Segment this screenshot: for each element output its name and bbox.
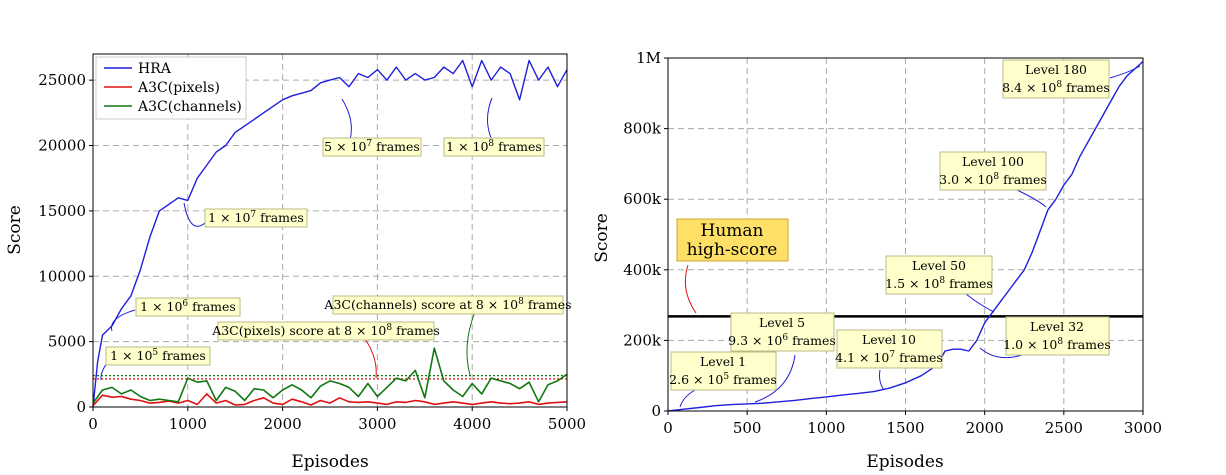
series-line-a3c-channels — [92, 347, 568, 404]
ann-level-50: Level 50 1.5 × 108 frames — [885, 255, 993, 295]
series-line-hra-score — [667, 60, 1144, 412]
svg-text:1.5 × 108 frames: 1.5 × 108 frames — [885, 276, 993, 291]
arrow-level-180 — [1109, 65, 1141, 79]
svg-text:5 × 107 frames: 5 × 107 frames — [324, 139, 420, 154]
x-tick-label: 1500 — [886, 419, 924, 437]
arrow-level-1 — [679, 389, 696, 408]
human-high-score-label: Human high-score — [676, 218, 789, 262]
ann-level-32: Level 32 1.0 × 108 frames — [1003, 316, 1111, 356]
right-y-axis-label: Score — [592, 213, 612, 263]
y-tick-label: 0 — [76, 398, 86, 416]
svg-text:2.6 × 105 frames: 2.6 × 105 frames — [669, 372, 777, 387]
svg-text:1 × 105 frames: 1 × 105 frames — [110, 348, 206, 363]
ann-1e7: 1 × 107 frames — [204, 208, 308, 228]
arrow-a3c-pixels — [364, 338, 377, 379]
arrow-5e7 — [341, 98, 352, 141]
svg-text:8.4 × 108 frames: 8.4 × 108 frames — [1002, 80, 1110, 95]
series-line-hra — [92, 59, 568, 408]
svg-text:3.0 × 108 frames: 3.0 × 108 frames — [939, 172, 1047, 187]
y-tick-label: 1M — [636, 49, 661, 67]
y-tick-label: 400k — [623, 261, 662, 279]
svg-text:Level 50: Level 50 — [912, 258, 966, 273]
svg-text:9.3 × 106 frames: 9.3 × 106 frames — [728, 333, 836, 348]
arrow-a3c-channels — [466, 311, 476, 376]
x-tick-label: 1000 — [169, 415, 207, 433]
right-panel: 0 500 1000 1500 2000 2500 3000 0 200k 400k 600k 800… — [592, 49, 1162, 472]
ann-5e7: 5 × 107 frames — [322, 137, 422, 157]
y-tick-label: 25000 — [38, 71, 86, 89]
ann-a3c-pixels: A3C(pixels) score at 8 × 108 frames — [211, 321, 440, 341]
y-tick-label: 200k — [623, 331, 662, 349]
legend-entry-hra: HRA — [138, 61, 172, 77]
y-tick-label: 0 — [651, 402, 661, 420]
svg-text:Level 10: Level 10 — [862, 332, 916, 347]
ann-level-10: Level 10 4.1 × 107 frames — [835, 329, 943, 369]
legend-entry-a3c-pixels: A3C(pixels) — [137, 80, 220, 96]
svg-text:1 × 108 frames: 1 × 108 frames — [446, 139, 542, 154]
ann-1e6: 1 × 106 frames — [135, 297, 241, 317]
y-tick-label: 600k — [623, 190, 662, 208]
y-tick-label: 20000 — [38, 137, 86, 155]
arrow-level-5 — [754, 354, 796, 403]
y-tick-label: 15000 — [38, 202, 86, 220]
ann-level-180: Level 180 8.4 × 108 frames — [1002, 59, 1110, 99]
svg-text:Level 1: Level 1 — [700, 354, 746, 369]
left-plot-frame — [92, 53, 568, 408]
y-tick-label: 10000 — [38, 267, 86, 285]
left-panel: 0 1000 2000 3000 4000 5000 0 5000 10000 15000 2000… — [5, 53, 586, 472]
human-line1: Human — [701, 221, 764, 241]
arrow-1e7 — [183, 202, 206, 227]
legend-entry-a3c-channels: A3C(channels) — [137, 99, 242, 115]
svg-text:1 × 106 frames: 1 × 106 frames — [140, 299, 236, 314]
ann-1e5: 1 × 105 frames — [105, 346, 211, 366]
series-line-a3c-pixels — [92, 393, 568, 407]
arrow-level-10 — [879, 369, 885, 391]
svg-text:1.0 × 108 frames: 1.0 × 108 frames — [1003, 337, 1111, 352]
x-tick-label: 1000 — [807, 419, 845, 437]
right-x-axis-label: Episodes — [866, 452, 943, 472]
x-tick-label: 0 — [88, 415, 98, 433]
ann-1e8: 1 × 108 frames — [443, 137, 545, 157]
arrow-human — [684, 264, 697, 314]
x-tick-label: 2000 — [264, 415, 302, 433]
ann-level-5: Level 5 9.3 × 106 frames — [728, 312, 836, 352]
ann-a3c-channels: A3C(channels) score at 8 × 108 frames — [323, 295, 572, 315]
x-tick-label: 500 — [733, 419, 762, 437]
svg-text:Level 180: Level 180 — [1025, 62, 1087, 77]
x-tick-label: 4000 — [453, 415, 491, 433]
left-x-axis-label: Episodes — [291, 452, 368, 472]
svg-text:A3C(channels) score at 8 × 108: A3C(channels) score at 8 × 108 frames — [323, 297, 571, 312]
x-tick-label: 3000 — [358, 415, 396, 433]
ann-level-1: Level 1 2.6 × 105 frames — [669, 351, 777, 391]
y-tick-label: 5000 — [48, 333, 86, 351]
svg-text:1 × 107 frames: 1 × 107 frames — [208, 210, 304, 225]
arrow-1e6 — [110, 309, 136, 332]
arrow-level-100 — [1016, 189, 1047, 208]
left-y-axis-label: Score — [5, 205, 25, 255]
x-tick-label: 5000 — [548, 415, 586, 433]
svg-text:Level 32: Level 32 — [1030, 319, 1084, 334]
x-tick-label: 2500 — [1045, 419, 1083, 437]
x-tick-label: 2000 — [966, 419, 1004, 437]
arrow-1e8 — [487, 97, 493, 141]
svg-text:4.1 × 107 frames: 4.1 × 107 frames — [835, 350, 943, 365]
x-tick-label: 3000 — [1124, 419, 1162, 437]
left-legend: HRA A3C(pixels) A3C(channels) — [95, 56, 247, 120]
arrow-level-50 — [965, 293, 995, 313]
y-tick-label: 800k — [623, 120, 662, 138]
svg-text:Level 5: Level 5 — [759, 315, 805, 330]
x-tick-label: 0 — [663, 419, 673, 437]
ann-level-100: Level 100 3.0 × 108 frames — [939, 151, 1047, 191]
svg-text:Level 100: Level 100 — [962, 154, 1024, 169]
human-line2: high-score — [687, 240, 778, 260]
svg-text:A3C(pixels) score at 8 × 108 f: A3C(pixels) score at 8 × 108 frames — [211, 323, 440, 338]
